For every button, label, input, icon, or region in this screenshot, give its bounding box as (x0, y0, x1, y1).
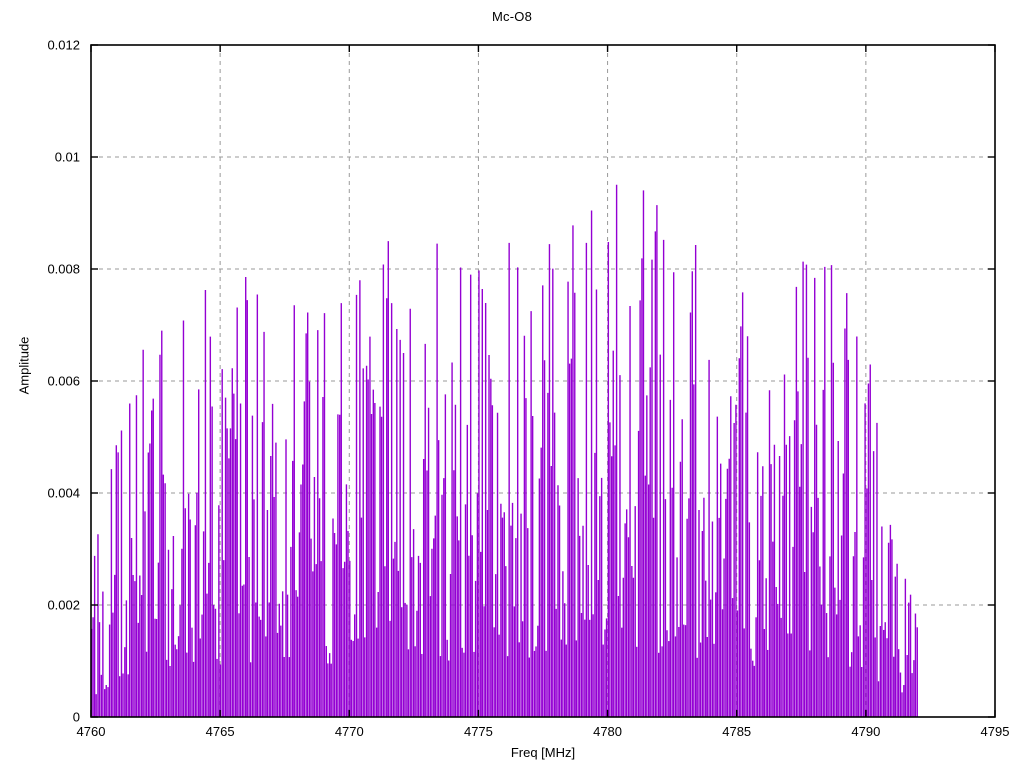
x-tick-label: 4780 (593, 724, 623, 739)
y-tick-label: 0.004 (47, 485, 80, 501)
y-tick-label: 0.002 (47, 597, 80, 613)
x-tick-label: 4770 (334, 724, 364, 739)
x-tick-label: 4775 (463, 724, 493, 739)
y-tick-label: 0 (72, 709, 80, 725)
plot-frame (90, 44, 996, 718)
x-tick-label: 4795 (980, 724, 1010, 739)
x-tick-label: 4785 (722, 724, 752, 739)
x-tick-label: 4765 (205, 724, 235, 739)
x-axis-label: Freq [MHz] (510, 745, 576, 760)
chart-title: Mc-O8 (492, 9, 532, 24)
y-tick-label: 0.012 (47, 37, 80, 53)
spectrum-series (90, 184, 918, 717)
y-tick-label: 0.006 (47, 373, 80, 389)
y-tick-label: 0.01 (54, 149, 80, 165)
x-tick-label: 4760 (76, 724, 106, 739)
y-tick-label: 0.008 (47, 261, 80, 277)
x-tick-label: 4790 (851, 724, 881, 739)
